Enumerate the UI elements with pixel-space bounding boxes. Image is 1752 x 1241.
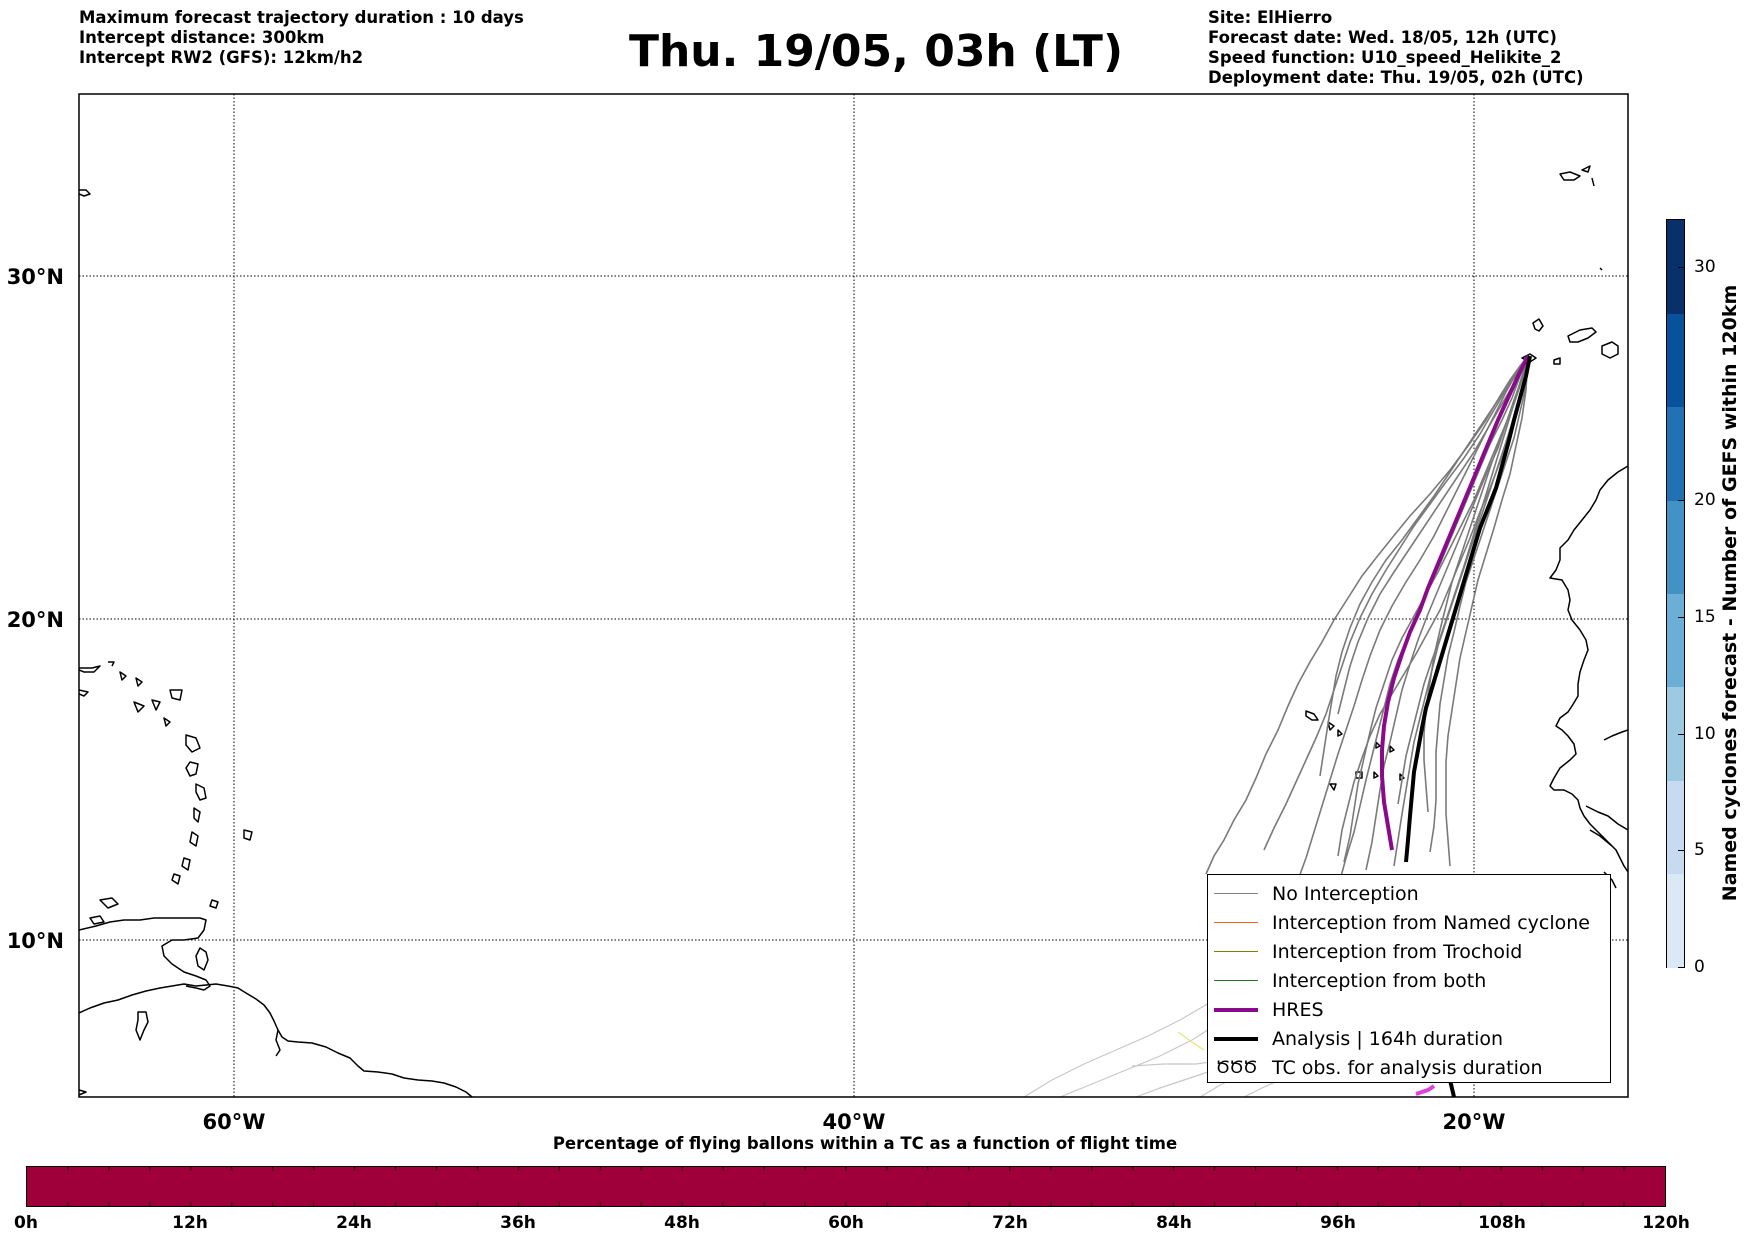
named-cyclones-colorbar [1666,219,1685,968]
colorbar-segment [1667,780,1684,875]
south-america-coast [79,983,473,1097]
lon-label-60w: 60°W [203,1110,266,1134]
param-intercept-distance: Intercept distance: 300km [79,28,325,47]
percentage-bar-tick-label: 96h [1320,1213,1356,1233]
colorbar-tick-label: 20 [1694,490,1716,511]
info-site: Site: ElHierro [1208,8,1333,27]
legend-item-analysis: Analysis | 164h duration [1208,1024,1610,1053]
colorbar-segment [1667,593,1684,688]
legend-item-no-interception: No Interception [1208,879,1610,908]
legend-item-both: Interception from both [1208,966,1610,995]
colorbar-tick-label: 0 [1694,957,1705,977]
legend-swatch [1214,1007,1258,1012]
colorbar-tick-label: 30 [1694,256,1716,277]
info-speed-function: Speed function: U10_speed_Helikite_2 [1208,48,1562,67]
percentage-bar-tick-label: 24h [336,1213,372,1233]
colorbar-segment [1667,406,1684,501]
colorbar-title: Named cyclones forecast - Number of GEFS… [1719,284,1741,902]
hres-track [1380,355,1530,851]
legend-label: Interception from both [1272,969,1487,992]
legend-item-named-cyclone: Interception from Named cyclone [1208,908,1610,937]
colorbar-tick-mark [1678,967,1685,968]
colorbar-tick-label: 10 [1694,723,1716,744]
colorbar-segment [1667,313,1684,408]
colorbar-tick-mark [1678,850,1685,852]
legend-label: TC obs. for analysis duration [1272,1056,1543,1079]
legend-swatch [1214,980,1258,981]
africa-coast [1549,465,1628,873]
colorbar-tick-mark [1678,616,1685,618]
percentage-bar-tick-label: 108h [1478,1213,1526,1233]
trajectory-parameters: Maximum forecast trajectory duration : 1… [79,8,524,68]
map-frame [78,93,1629,1098]
info-forecast-date: Forecast date: Wed. 18/05, 12h (UTC) [1208,28,1557,47]
param-intercept-rw2: Intercept RW2 (GFS): 12km/h2 [79,48,364,67]
percentage-bar-ticks [67,1167,1625,1206]
legend-item-hres: HRES [1208,995,1610,1024]
legend-label: Interception from Named cyclone [1272,911,1590,934]
percentage-bar-tick-label: 60h [828,1213,864,1233]
colorbar-segment [1667,686,1684,781]
lesser-antilles [185,734,201,753]
analysis-track [1404,355,1532,863]
deployment-info: Site: ElHierro Forecast date: Wed. 18/05… [1208,8,1584,88]
lon-label-20w: 20°W [1443,1110,1506,1134]
cyclone-symbol-icon: ԾԾԾ [1215,1057,1257,1078]
colorbar-segment [1667,873,1684,968]
percentage-bar-tick-label: 12h [172,1213,208,1233]
lon-label-40w: 40°W [823,1110,886,1134]
legend-label: HRES [1272,998,1324,1021]
percentage-bar-tick-label: 84h [1156,1213,1192,1233]
legend-item-tc-obs: ԾԾԾ TC obs. for analysis duration [1208,1053,1610,1082]
colorbar-tick-label: 5 [1694,840,1705,861]
param-max-duration: Maximum forecast trajectory duration : 1… [79,8,524,27]
lat-label-10n: 10°N [7,929,64,953]
percentage-bar-tick-label: 36h [500,1213,536,1233]
caribbean-coast [79,917,211,991]
no-interception-tracks [1205,355,1529,881]
legend-swatch [1214,922,1258,923]
colorbar-tick-mark [1678,266,1685,268]
lat-label-30n: 30°N [7,265,64,289]
legend-item-trochoid: Interception from Trochoid [1208,937,1610,966]
colorbar-tick-label: 15 [1694,606,1716,627]
cape-verde [1305,710,1319,721]
colorbar-segment [1667,500,1684,594]
colorbar-tick-mark [1678,500,1685,502]
map-legend: No Interception Interception from Named … [1207,874,1611,1083]
percentage-bar-tick-label: 0h [14,1213,38,1233]
percentage-bar-tick-label: 48h [664,1213,700,1233]
yellow-track [1177,1031,1205,1051]
legend-swatch [1214,951,1258,952]
legend-swatch [1214,893,1258,894]
legend-label: No Interception [1272,882,1419,905]
percentage-bar [26,1166,1666,1207]
percentage-bar-tick-label: 72h [992,1213,1028,1233]
page-title: Thu. 19/05, 03h (LT) [628,26,1124,77]
lat-label-20n: 20°N [7,608,64,632]
coastlines [79,165,1628,1097]
legend-label: Interception from Trochoid [1272,940,1523,963]
percentage-bar-tick-label: 120h [1642,1213,1690,1233]
colorbar-tick-mark [1678,733,1685,735]
hres-track-tail [1415,1084,1436,1096]
legend-swatch [1214,1036,1258,1041]
info-deployment-date: Deployment date: Thu. 19/05, 02h (UTC) [1208,68,1584,87]
colorbar-segment [1667,220,1684,314]
legend-label: Analysis | 164h duration [1272,1027,1504,1050]
percentage-bar-title: Percentage of flying ballons within a TC… [552,1134,1178,1153]
canary-islands [1532,318,1544,332]
